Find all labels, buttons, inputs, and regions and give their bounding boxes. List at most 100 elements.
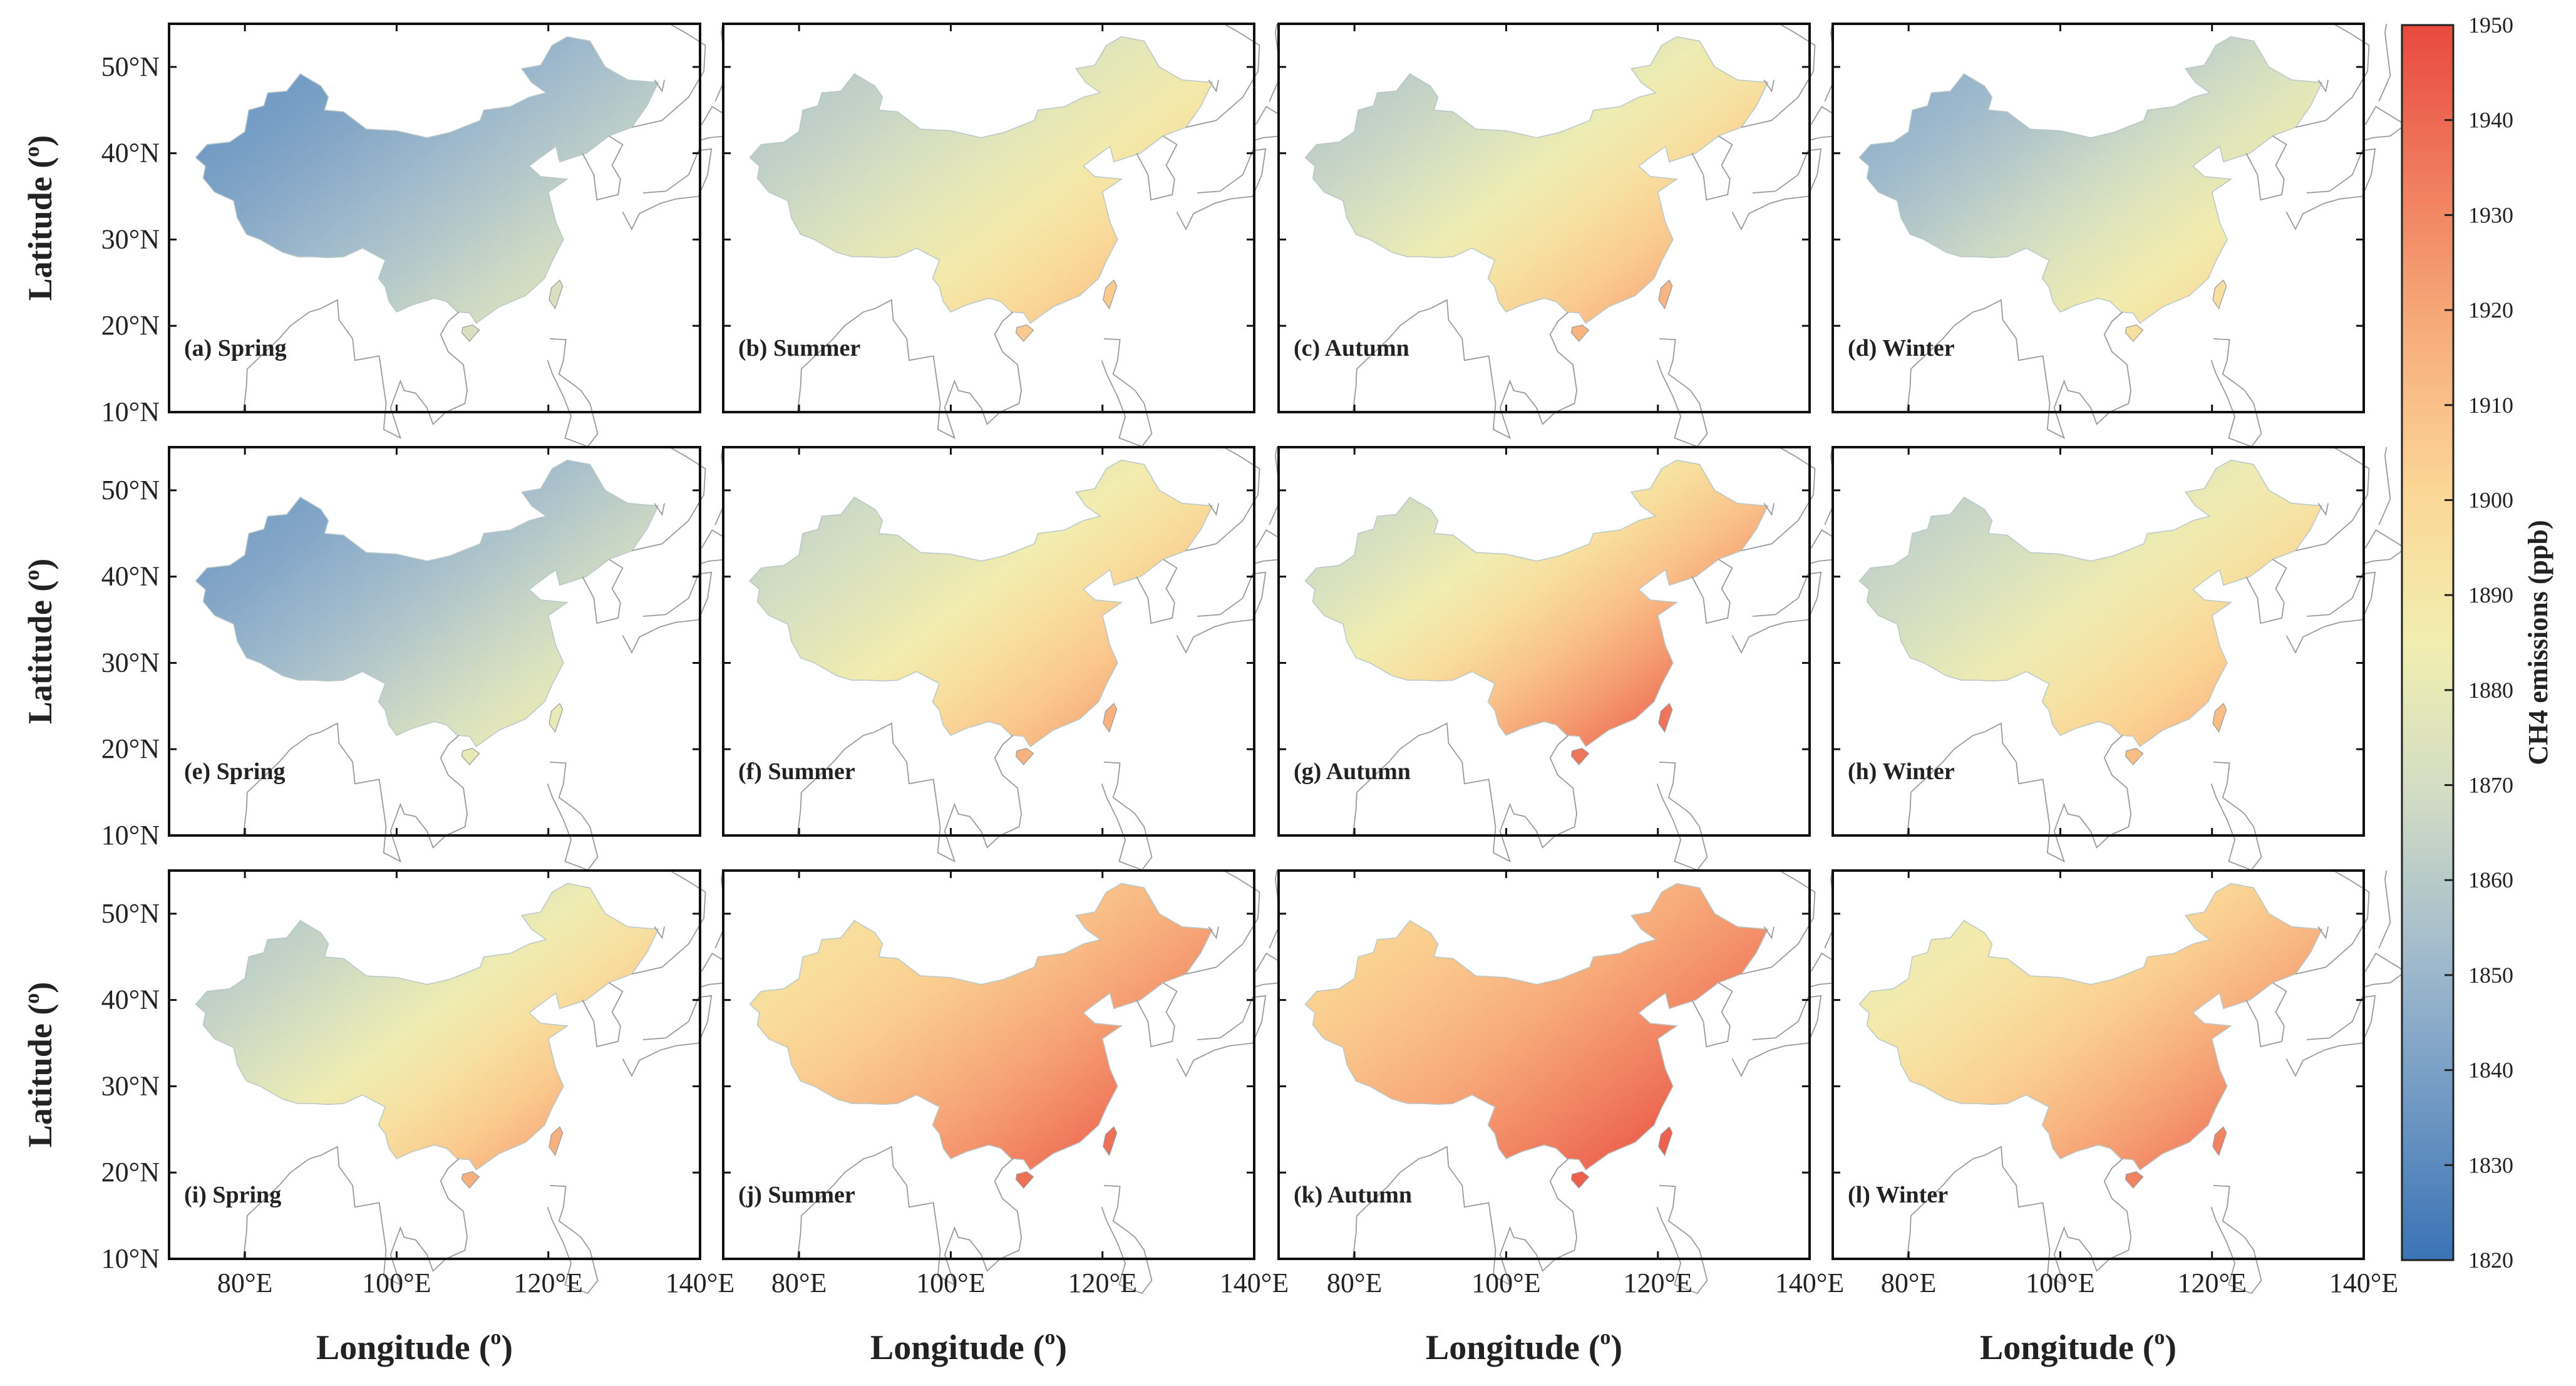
lon-tick-label: 120°E <box>513 1268 582 1298</box>
japan-coastline <box>622 995 713 1077</box>
philippines-coastline <box>2210 1185 2262 1295</box>
panel-frame <box>722 869 1255 1260</box>
russia-coastline <box>2295 447 2370 552</box>
taiwan-island <box>549 279 564 310</box>
russia-coastline <box>1185 870 1260 975</box>
russia-coastline <box>1741 23 1816 128</box>
lon-tick-label: 120°E <box>1068 1268 1136 1298</box>
panel-label: (a) Spring <box>184 335 287 361</box>
lat-tick-label: 30°N <box>101 224 160 254</box>
lon-tick-label: 100°E <box>916 1268 985 1298</box>
russia-coastline <box>1185 447 1260 552</box>
russia-coastline <box>1741 447 1816 552</box>
hainan-island <box>2125 1171 2144 1189</box>
lat-tick-label: 20°N <box>101 310 160 341</box>
lat-tick-label: 30°N <box>101 1070 160 1101</box>
philippines-coastline <box>1101 762 1153 871</box>
philippines-coastline <box>1101 1185 1153 1295</box>
lat-tick-label: 50°N <box>101 475 160 505</box>
panel-frame <box>168 23 701 413</box>
russia-coastline <box>1185 23 1260 128</box>
kuril-coastline <box>654 926 665 939</box>
taiwan-island <box>1658 703 1673 733</box>
colorbar-tick-label: 1820 <box>2468 1248 2513 1273</box>
panel-frame <box>168 869 701 1260</box>
hokkaido-coastline <box>2363 953 2407 988</box>
se-asia-coastline <box>796 722 1023 863</box>
russia-coastline <box>2295 870 2370 975</box>
lon-tick-label: 120°E <box>1623 1268 1692 1298</box>
russia-coastline <box>631 447 706 552</box>
se-asia-coastline <box>242 1146 468 1286</box>
se-asia-coastline <box>796 299 1023 440</box>
taiwan-island <box>2212 1126 2227 1157</box>
korea-coastline <box>582 135 624 201</box>
russia-coastline <box>631 870 706 975</box>
lat-tick-label: 20°N <box>101 1157 160 1187</box>
x-axis-title: Longitude (o) <box>1980 1326 2177 1367</box>
panel-label: (l) Winter <box>1848 1182 1948 1208</box>
japan-coastline <box>1176 148 1267 230</box>
hokkaido-coastline <box>2363 106 2407 141</box>
map-panel: (k) Autumn <box>1277 869 1853 1295</box>
korea-coastline <box>1691 559 1733 624</box>
lat-tick-label: 50°N <box>101 898 160 929</box>
x-axis-title: Longitude (o) <box>1426 1326 1622 1367</box>
panel-frame <box>1832 446 2365 837</box>
colorbar-tick-label: 1830 <box>2468 1152 2513 1177</box>
korea-coastline <box>2245 135 2287 201</box>
taiwan-island <box>1658 1126 1673 1157</box>
lon-tick-label: 140°E <box>1775 1268 1844 1298</box>
panel-frame <box>1277 869 1811 1260</box>
map-panel: (i) Spring <box>168 869 743 1295</box>
panel-frame <box>1832 869 2365 1260</box>
korea-coastline <box>1136 135 1178 201</box>
colorbar-fill <box>2401 24 2455 1261</box>
map-panel: (l) Winter <box>1832 869 2407 1295</box>
kuril-coastline <box>1763 503 1775 516</box>
lon-tick-label: 80°E <box>1881 1268 1936 1298</box>
taiwan-island <box>1103 279 1118 310</box>
panel-label: (d) Winter <box>1848 335 1955 361</box>
kuril-coastline <box>2317 926 2329 939</box>
china-emission-field <box>1858 36 2323 324</box>
panel-label: (f) Summer <box>738 758 855 785</box>
china-emission-field <box>195 459 659 748</box>
hainan-island <box>1570 324 1590 342</box>
panel-label: (i) Spring <box>184 1182 281 1208</box>
colorbar: 1820 1830 1840 1850 1860 1870 1880 1890 1900 1910… <box>2401 13 2553 1273</box>
x-axis-title: Longitude (o) <box>316 1326 513 1367</box>
panel-frame <box>1277 23 1811 413</box>
japan-coastline <box>1176 571 1267 654</box>
sakhalin-coastline <box>2378 870 2391 949</box>
colorbar-tick-label: 1880 <box>2468 678 2513 703</box>
kuril-coastline <box>1208 926 1219 939</box>
lon-tick-label: 100°E <box>2026 1268 2094 1298</box>
panel-frame <box>1277 446 1811 837</box>
map-panels-group: (a) Spring (b) Summer (c) Autumn (d) Winter… <box>168 23 2407 1295</box>
lon-tick-label: 120°E <box>2177 1268 2246 1298</box>
colorbar-tick-label: 1950 <box>2468 13 2513 38</box>
japan-coastline <box>2285 148 2376 230</box>
kuril-coastline <box>1763 926 1775 939</box>
philippines-coastline <box>547 338 599 448</box>
lon-tick-label: 80°E <box>1327 1268 1382 1298</box>
hainan-island <box>1015 748 1034 765</box>
se-asia-coastline <box>796 1146 1023 1286</box>
y-axis-title: Latitude (o) <box>21 559 59 724</box>
russia-coastline <box>631 23 706 128</box>
china-emission-field <box>195 882 659 1171</box>
se-asia-coastline <box>242 299 468 440</box>
philippines-coastline <box>547 1185 599 1295</box>
japan-coastline <box>622 571 713 654</box>
map-panel: (e) Spring <box>168 446 743 871</box>
kuril-coastline <box>1763 80 1775 93</box>
kuril-coastline <box>2317 80 2329 93</box>
hainan-island <box>2125 324 2144 342</box>
hainan-island <box>461 324 480 342</box>
y-axis-title: Latitude (o) <box>21 982 59 1147</box>
china-emission-field <box>1858 882 2323 1171</box>
kuril-coastline <box>654 80 665 93</box>
map-panel: (b) Summer <box>722 23 1297 448</box>
colorbar-tick-label: 1920 <box>2468 297 2513 323</box>
